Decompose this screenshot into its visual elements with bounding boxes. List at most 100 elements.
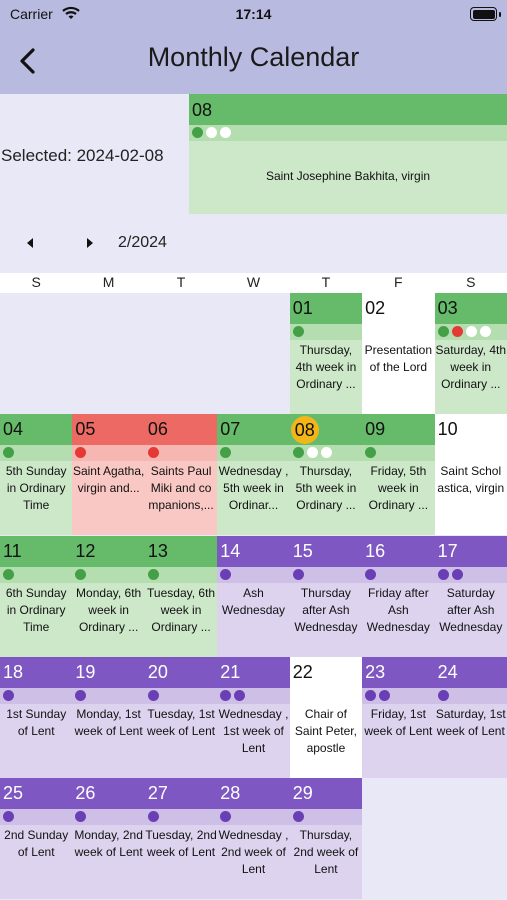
day-dots (289, 324, 363, 340)
day-cell[interactable]: 09 Friday, 5th week in Ordinary ... (362, 414, 435, 536)
day-description: Friday after Ash Wednesday (366, 585, 430, 634)
day-dots (289, 809, 363, 826)
day-cell[interactable]: 04 5th Sunday in Ordinary Time (0, 414, 73, 536)
event-dot (292, 447, 304, 459)
event-dot (437, 326, 449, 337)
day-number: 22 (289, 656, 363, 688)
day-cell[interactable]: 03 Saturday, 4th week in Ordinary ... (434, 293, 507, 414)
event-dot (437, 568, 449, 580)
day-cell[interactable]: 26 Monday, 2nd week of Lent (72, 778, 145, 900)
day-number: 15 (289, 535, 363, 567)
today-marker: 08 (290, 416, 319, 445)
page-title: Monthly Calendar (147, 42, 360, 72)
day-cell[interactable]: 28 Wednesday , 2nd week of Lent (217, 778, 290, 900)
selected-day-dots (189, 125, 507, 141)
day-description: Wednesday , 5th week in Ordinar... (218, 464, 289, 513)
day-description: Monday, 1st week of Lent (74, 706, 143, 738)
selected-panel: Selected: 2024-02-08 08 Saint Josephine … (0, 94, 507, 274)
day-description: Tuesday, 2nd week of Lent (145, 828, 217, 860)
day-number: 11 (0, 535, 73, 567)
previous-month-button[interactable] (24, 236, 36, 250)
day-dots (0, 445, 73, 462)
day-dots (72, 445, 145, 462)
event-dot (3, 568, 14, 580)
day-cell[interactable]: 21 Wednesday , 1st week of Lent (217, 656, 290, 778)
event-dot (3, 447, 14, 459)
day-number: 17 (434, 535, 507, 567)
event-dot (320, 447, 332, 459)
day-number: 10 (434, 414, 507, 446)
event-dot (220, 811, 232, 823)
day-dots (72, 687, 145, 704)
event-dot (147, 689, 159, 701)
day-description: 5th Sunday in Ordinary Time (5, 464, 67, 513)
weekday-label: T (321, 274, 331, 290)
selected-day-number: 08 (189, 94, 507, 125)
day-cell[interactable]: 01 Thursday, 4th week in Ordinary ... (289, 293, 363, 414)
day-number: 23 (362, 656, 435, 688)
triangle-right-icon (87, 238, 93, 248)
day-cell[interactable]: 18 1st Sunday of Lent (0, 656, 73, 778)
triangle-left-icon (27, 238, 33, 248)
day-number: 26 (72, 778, 145, 810)
day-cell[interactable]: 29 Thursday, 2nd week of Lent (289, 778, 363, 900)
day-cell[interactable]: 15 Thursday after Ash Wednesday (289, 535, 363, 657)
weekday-label: W (246, 274, 261, 290)
day-number: 27 (144, 778, 218, 810)
selected-day-card[interactable]: 08 Saint Josephine Bakhita, virgin (189, 94, 507, 214)
day-cell[interactable]: 12 Monday, 6th week in Ordinary ... (72, 535, 145, 657)
day-dots (289, 687, 363, 704)
day-cell[interactable]: 17 Saturday after Ash Wednesday (434, 535, 507, 657)
day-cell[interactable]: 22 Chair of Saint Peter, apostle (289, 656, 363, 778)
day-description: Saints Paul Miki and co mpanions,... (148, 464, 214, 513)
day-dots (217, 687, 290, 704)
event-dot (220, 447, 232, 459)
day-description: Thursday, 2nd week of Lent (293, 828, 359, 877)
event-dot (3, 689, 14, 701)
day-description: Chair of Saint Peter, apostle (294, 706, 357, 755)
day-cell[interactable]: 20 Tuesday, 1st week of Lent (144, 656, 218, 778)
day-cell[interactable]: 23 Friday, 1st week of Lent (362, 656, 435, 778)
day-cell[interactable]: 07 Wednesday , 5th week in Ordinar... (217, 414, 290, 536)
day-number: 20 (144, 656, 218, 688)
day-number: 19 (72, 656, 145, 688)
day-dots (362, 566, 435, 583)
event-dot (379, 689, 391, 701)
day-dots (289, 445, 363, 462)
next-month-button[interactable] (84, 236, 96, 250)
day-cell[interactable]: 14 Ash Wednesday (217, 535, 290, 657)
day-dots (144, 809, 218, 826)
day-dots (144, 566, 218, 583)
day-cell[interactable]: 19 Monday, 1st week of Lent (72, 656, 145, 778)
day-description: Saint Schol astica, virgin (437, 464, 505, 496)
day-description: Saturday, 4th week in Ordinary ... (435, 343, 507, 391)
day-number: 04 (0, 414, 73, 446)
day-cell[interactable]: 24 Saturday, 1st week of Lent (434, 656, 507, 778)
day-number: 25 (0, 778, 73, 810)
event-dot (292, 326, 304, 337)
day-number: 21 (217, 656, 290, 688)
day-cell[interactable]: 27 Tuesday, 2nd week of Lent (144, 778, 218, 900)
back-button[interactable] (14, 44, 46, 78)
day-description: 1st Sunday of Lent (6, 706, 67, 738)
day-cell[interactable]: 06 Saints Paul Miki and co mpanions,... (144, 414, 218, 536)
event-dot (147, 447, 159, 459)
day-cell[interactable]: 08 Thursday, 5th week in Ordinary ... (289, 414, 363, 536)
event-dot (192, 127, 203, 138)
day-cell[interactable]: 11 6th Sunday in Ordinary Time (0, 535, 73, 657)
event-dot (220, 568, 232, 580)
day-cell[interactable]: 13 Tuesday, 6th week in Ordinary ... (144, 535, 218, 657)
event-dot (147, 811, 159, 823)
day-cell[interactable]: 02 Presentation of the Lord (362, 293, 435, 414)
event-dot (75, 447, 87, 459)
day-dots (72, 809, 145, 826)
weekday-label: S (466, 274, 476, 290)
day-cell[interactable]: 25 2nd Sunday of Lent (0, 778, 73, 900)
event-dot (292, 811, 304, 823)
event-dot (75, 811, 87, 823)
day-cell[interactable]: 16 Friday after Ash Wednesday (362, 535, 435, 657)
day-cell[interactable]: 10 Saint Schol astica, virgin (434, 414, 507, 536)
day-dots (217, 445, 290, 462)
day-number: 14 (217, 535, 290, 567)
day-cell[interactable]: 05 Saint Agatha, virgin and... (72, 414, 145, 536)
